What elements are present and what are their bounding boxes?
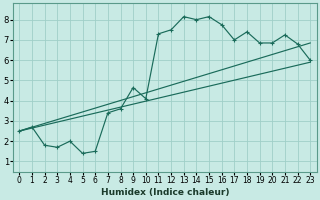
X-axis label: Humidex (Indice chaleur): Humidex (Indice chaleur) bbox=[100, 188, 229, 197]
